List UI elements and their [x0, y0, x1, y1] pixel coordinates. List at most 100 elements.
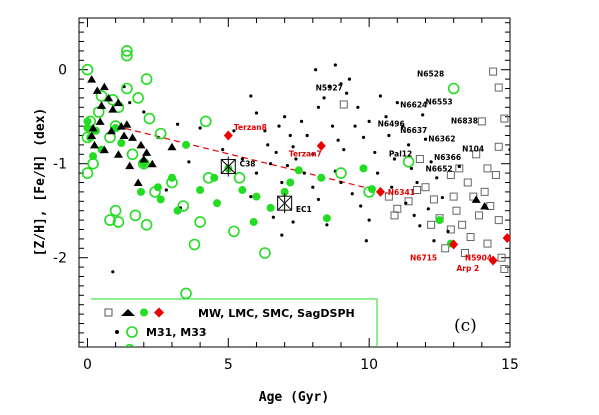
- x-tick-label: 10: [360, 357, 378, 373]
- point-small-dot: [249, 195, 253, 199]
- point-open-square: [404, 197, 413, 206]
- point-small-dot: [187, 160, 191, 164]
- annotation-label: N6553: [425, 98, 452, 107]
- point-open-square: [446, 170, 455, 179]
- point-small-dot: [426, 207, 430, 211]
- point-small-dot: [421, 113, 425, 117]
- point-open-square: [494, 142, 503, 151]
- point-small-dot: [508, 148, 510, 152]
- point-triangle: [89, 140, 99, 149]
- legend-box: [91, 298, 378, 347]
- point-small-dot: [457, 164, 461, 169]
- point-open-green-circle: [132, 92, 144, 104]
- point-small-dot: [390, 185, 394, 189]
- point-green-dot: [89, 152, 98, 161]
- point-open-square: [460, 249, 469, 257]
- point-open-square: [449, 192, 458, 201]
- point-open-square: [339, 100, 348, 109]
- point-open-square: [458, 220, 467, 229]
- trend-line: [115, 125, 384, 193]
- annotation-label: N5904: [465, 254, 492, 263]
- legend-marker-black-dot: [115, 330, 119, 334]
- point-triangle: [104, 93, 114, 102]
- point-small-dot: [384, 115, 388, 119]
- point-small-dot: [406, 143, 411, 147]
- point-green-dot: [367, 185, 376, 194]
- legend-marker-open-square: [104, 308, 113, 317]
- point-green-dot: [266, 203, 275, 212]
- annotation-label: Pal12: [389, 149, 412, 158]
- point-green-dot: [213, 199, 222, 208]
- point-open-green-circle: [335, 167, 347, 179]
- point-open-green-circle: [124, 344, 135, 347]
- point-small-dot: [128, 101, 132, 105]
- point-triangle: [88, 123, 98, 132]
- point-small-dot: [254, 111, 259, 115]
- point-small-dot: [291, 220, 295, 224]
- point-small-dot: [361, 135, 366, 139]
- annotation-label: N104: [462, 145, 484, 154]
- point-small-dot: [440, 195, 444, 200]
- point-small-dot: [330, 124, 335, 128]
- legend-marker-red-diamond: [154, 307, 164, 318]
- point-green-dot: [435, 216, 444, 225]
- point-small-dot: [401, 124, 405, 128]
- point-open-square: [494, 83, 503, 92]
- point-open-green-circle: [121, 49, 133, 62]
- annotation-label: N6496: [378, 119, 405, 128]
- point-red-diamond: [223, 130, 233, 141]
- point-open-square: [384, 192, 393, 201]
- point-open-green-circle: [180, 287, 192, 300]
- point-red-diamond: [488, 255, 498, 266]
- annotation-label: N6366: [434, 153, 461, 162]
- point-small-dot: [429, 160, 433, 164]
- point-triangle: [136, 140, 146, 149]
- point-small-dot: [263, 129, 267, 133]
- point-open-green-circle: [194, 216, 206, 228]
- data-marks: [81, 45, 510, 347]
- point-triangle: [480, 202, 490, 210]
- point-triangle: [147, 159, 157, 168]
- point-small-dot: [280, 180, 284, 185]
- point-small-dot: [336, 138, 340, 142]
- point-small-dot: [339, 82, 343, 86]
- point-small-dot: [302, 171, 306, 175]
- point-open-square: [390, 211, 399, 220]
- point-open-square: [483, 239, 492, 248]
- point-open-square: [500, 114, 509, 123]
- point-small-dot: [395, 101, 399, 105]
- point-open-green-circle: [447, 82, 460, 95]
- point-green-dot: [280, 187, 289, 196]
- point-small-dot: [311, 152, 315, 156]
- point-small-dot: [274, 150, 278, 155]
- point-small-dot: [446, 229, 450, 233]
- point-small-dot: [164, 188, 168, 192]
- point-open-green-circle: [121, 82, 133, 95]
- point-open-square: [415, 155, 424, 163]
- point-triangle: [125, 161, 135, 170]
- point-open-square: [483, 164, 492, 173]
- point-small-dot: [198, 126, 202, 130]
- point-small-dot: [254, 171, 259, 175]
- annotation-label: N6652: [425, 164, 452, 173]
- point-open-green-circle: [81, 167, 94, 179]
- legend-marker-open-green-circle: [126, 326, 138, 338]
- point-green-dot: [111, 123, 120, 132]
- point-open-green-circle: [259, 247, 271, 259]
- point-open-square: [452, 206, 461, 215]
- point-open-square: [489, 67, 498, 76]
- point-small-dot: [345, 91, 349, 95]
- point-open-square: [497, 253, 506, 262]
- point-small-dot: [350, 192, 354, 196]
- point-small-dot: [339, 180, 343, 185]
- point-small-dot: [142, 110, 146, 114]
- x-tick-label: 5: [224, 357, 233, 373]
- point-open-square: [494, 216, 503, 225]
- point-triangle: [87, 75, 97, 83]
- point-open-square: [393, 204, 402, 213]
- point-small-dot: [322, 96, 326, 100]
- point-open-green-circle: [154, 127, 167, 140]
- annotation-label: N5927: [316, 84, 343, 93]
- point-small-dot: [367, 119, 371, 123]
